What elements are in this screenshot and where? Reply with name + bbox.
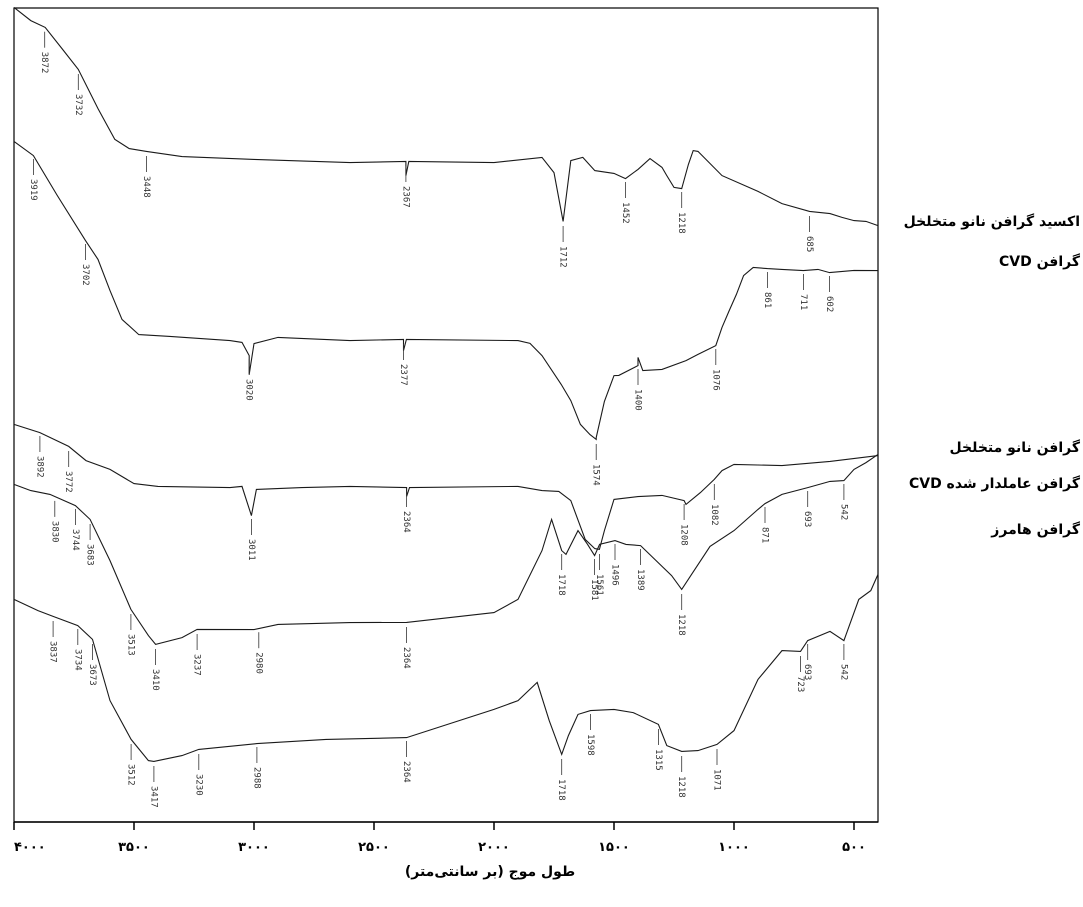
legend-label-porous-graphene-oxide: اکسید گرافن نانو متخلخل [880, 214, 1080, 230]
peak-label: 1718 [556, 574, 566, 596]
peak-label: 1718 [556, 779, 566, 801]
peak-label: 1496 [610, 564, 620, 586]
peak-label: 3011 [246, 539, 256, 561]
peak-label: 1076 [710, 369, 720, 391]
peak-label: 1218 [676, 776, 686, 798]
peak-label: 3020 [244, 379, 254, 401]
legend-label-functionalized-cvd-graphene: گرافن عاملدار شده CVD [880, 476, 1080, 492]
x-tick-label: ۴۰۰۰ [14, 840, 46, 855]
x-tick-label: ۱۰۰۰ [718, 840, 750, 855]
legend-label-porous-graphene: گرافن نانو متخلخل [880, 440, 1080, 456]
x-tick-label: ۲۰۰۰ [478, 840, 510, 855]
peak-label: 3837 [48, 641, 58, 663]
spectrum-line-4 [14, 574, 878, 761]
peak-label: 711 [798, 294, 808, 310]
peak-label: 3744 [70, 529, 80, 551]
peak-label: 871 [760, 527, 770, 543]
peak-label: 542 [838, 664, 848, 680]
peak-label: 2980 [253, 652, 263, 674]
x-tick-label: ۱۵۰۰ [598, 840, 630, 855]
peak-label: 1315 [653, 749, 663, 771]
peak-label: 1400 [633, 389, 643, 411]
peak-label: 3734 [72, 649, 82, 671]
peak-label: 1082 [709, 504, 719, 526]
x-axis-label: طول موج (بر سانتی‌متر) [330, 864, 650, 880]
peak-label: 2364 [401, 647, 411, 669]
peak-label: 2988 [251, 767, 261, 789]
peak-label: 3410 [150, 669, 160, 691]
peak-label: 2364 [401, 761, 411, 783]
peak-label: 685 [804, 236, 814, 252]
spectrum-line-2 [14, 424, 878, 549]
peak-label-layer: 3872 3732 3448 2367 1712 1452 1218 685 3919 3702 3… [28, 32, 849, 808]
legend-label-hummers-graphene: گرافن هامرز [880, 522, 1080, 538]
peak-label: 693 [802, 664, 812, 680]
peak-label: 2377 [398, 364, 408, 386]
x-tick-label: ۳۵۰۰ [118, 840, 150, 855]
peak-label: 2367 [400, 186, 410, 208]
series-layer [14, 7, 878, 761]
peak-label: 1218 [676, 212, 686, 234]
peak-label: 3702 [80, 264, 90, 286]
peak-label: 542 [838, 504, 848, 520]
peak-label: 3512 [126, 764, 136, 786]
peak-label: 693 [802, 511, 812, 527]
peak-label: 3919 [28, 179, 38, 201]
x-tick-label: ۲۵۰۰ [358, 840, 390, 855]
peak-label: 861 [762, 292, 772, 308]
x-tick-label: ۵۰۰ [842, 840, 866, 855]
legend-label-cvd-graphene: گرافن CVD [880, 254, 1080, 270]
peak-label: 3872 [39, 52, 49, 74]
spectrum-line-3 [14, 454, 878, 644]
peak-label: 3892 [34, 456, 44, 478]
peak-label: 1452 [620, 202, 630, 224]
peak-label: 3683 [85, 544, 95, 566]
peak-label: 3673 [87, 664, 97, 686]
peak-label: 1574 [591, 464, 601, 486]
peak-label: 1071 [712, 769, 722, 791]
peak-label: 1598 [585, 734, 595, 756]
peak-label: 3417 [148, 786, 158, 808]
peak-label: 1712 [558, 246, 568, 268]
peak-label: 3772 [63, 471, 73, 493]
peak-label: 3830 [49, 521, 59, 543]
peak-label: 1389 [635, 569, 645, 591]
x-tick-label: ۳۰۰۰ [238, 840, 270, 855]
peak-label: 3448 [141, 176, 151, 198]
peak-label: 1581 [589, 579, 599, 601]
peak-label: 3513 [125, 634, 135, 656]
x-axis-ticks: ۴۰۰۰ ۳۵۰۰ ۳۰۰۰ ۲۵۰۰ ۲۰۰۰ ۱۵۰۰ ۱۰۰۰ ۵۰۰ [14, 822, 866, 855]
peak-label: 2364 [401, 511, 411, 533]
peak-label: 3732 [73, 94, 83, 116]
peak-label: 1218 [676, 614, 686, 636]
peak-label: 1208 [679, 524, 689, 546]
peak-label: 3230 [193, 774, 203, 796]
peak-label: 602 [824, 296, 834, 312]
peak-label: 3237 [192, 654, 202, 676]
